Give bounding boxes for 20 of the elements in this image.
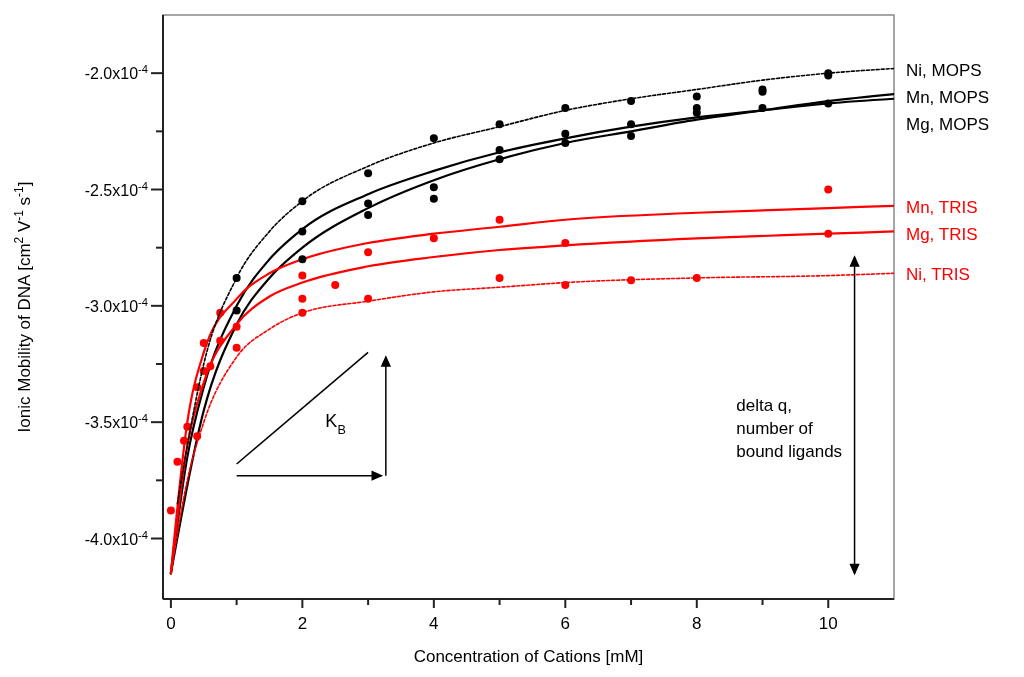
annotation: delta q, number of bound ligands xyxy=(736,395,843,461)
series-label: Ni, TRIS xyxy=(906,265,970,285)
x-tick-label: 8 xyxy=(692,614,702,633)
series-label: Ni, MOPS xyxy=(906,60,982,80)
series-label: Mg, MOPS xyxy=(906,114,990,134)
series-label: Mg, TRIS xyxy=(906,224,978,244)
x-tick-label: 2 xyxy=(297,614,308,633)
y-tick-label: -3.5x10$^{-4}$ xyxy=(84,412,148,432)
x-tick-label: 6 xyxy=(560,614,571,633)
x-tick-label: 4 xyxy=(429,614,439,633)
y-tick-label: -3.0x10$^{-4}$ xyxy=(84,295,148,315)
x-tick-label: 0 xyxy=(166,614,176,633)
series-label: Mn, MOPS xyxy=(906,87,990,107)
y-tick-label: -2.5x10$^{-4}$ xyxy=(84,179,148,199)
x-axis-title: Concentration of Cations [mM] xyxy=(413,647,644,666)
annotation: K$_{B}$ xyxy=(325,410,346,437)
y-tick-label: -4.0x10$^{-4}$ xyxy=(84,528,148,548)
series-label: Mn, TRIS xyxy=(906,197,978,217)
x-tick-label: 10 xyxy=(818,614,838,633)
y-tick-label: -2.0x10$^{-4}$ xyxy=(84,63,148,83)
